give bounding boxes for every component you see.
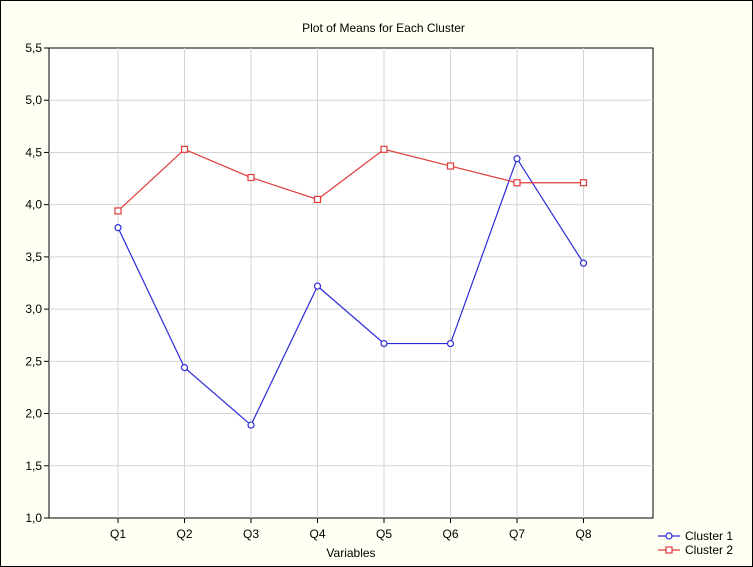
x-axis-title: Variables [326,546,375,560]
y-tick-label: 2,5 [25,354,42,368]
x-tick-label-q4: Q4 [309,527,325,541]
legend-marker-circle [665,532,673,540]
x-axis-ticks: Q1 Q2 Q3 Q4 Q5 Q6 Q7 Q8 [110,518,592,541]
data-point [579,179,588,187]
data-point [180,145,189,153]
data-point [114,207,122,215]
x-tick-label-q2: Q2 [176,527,192,541]
x-tick-label-q6: Q6 [442,527,458,541]
y-tick-label: 1,5 [25,459,42,473]
data-point [313,195,322,204]
data-point [247,173,255,182]
data-point [446,339,455,348]
y-tick-label: 5,0 [25,93,42,107]
series-line-cluster-2 [117,148,584,212]
data-point [513,155,521,163]
y-tick-label: 1,0 [25,511,42,525]
data-point [114,224,122,232]
y-tick-label: 4,0 [25,198,42,212]
y-tick-label: 3,5 [25,250,42,264]
y-tick-label: 4,5 [25,145,42,159]
series-line-cluster-1 [117,157,585,427]
x-tick-label-q8: Q8 [575,527,591,541]
y-tick-label: 2,0 [25,407,42,421]
y-tick-label: 5,5 [25,41,42,55]
data-point [579,259,588,267]
chart-title: Plot of Means for Each Cluster [302,21,465,35]
legend-label: Cluster 1 [685,529,733,543]
x-tick-label-q3: Q3 [243,527,259,541]
plot-area [48,47,654,519]
x-tick-label-q1: Q1 [110,527,126,541]
data-point [180,364,189,372]
legend-marker-square [665,546,673,554]
legend-label: Cluster 2 [685,543,733,557]
data-point [446,162,455,170]
data-point [313,282,322,290]
data-point [513,179,521,187]
series-layer [114,145,588,429]
data-point [380,339,388,348]
data-point [380,145,388,153]
grid-lines [49,48,653,518]
x-tick-label-q7: Q7 [509,527,525,541]
y-axis-ticks: 1,0 1,5 2,0 2,5 3,0 3,5 4,0 4,5 5,0 5,5 [25,41,49,525]
x-tick-label-q5: Q5 [376,527,392,541]
data-point [247,421,255,429]
y-tick-label: 3,0 [25,302,42,316]
